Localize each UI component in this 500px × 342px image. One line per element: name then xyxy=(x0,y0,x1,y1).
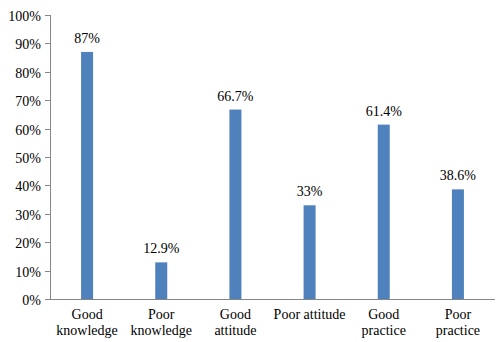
y-tick-label: 50% xyxy=(15,151,41,166)
x-tick-label: Poor attitude xyxy=(274,307,346,322)
x-tick-label-line: Good xyxy=(72,307,103,322)
data-label: 33% xyxy=(297,184,323,199)
y-tick-label: 40% xyxy=(15,179,41,194)
y-tick-label: 70% xyxy=(15,94,41,109)
bars xyxy=(81,52,464,299)
x-tick-label-line: knowledge xyxy=(56,323,117,338)
y-tick xyxy=(45,185,51,186)
x-tick-label-line: practice xyxy=(362,323,406,338)
y-tick xyxy=(45,100,51,101)
bar xyxy=(155,262,167,299)
bar xyxy=(304,205,316,299)
y-tick xyxy=(45,271,51,272)
y-tick xyxy=(45,214,51,215)
y-tick-label: 30% xyxy=(15,208,41,223)
y-tick xyxy=(45,299,51,300)
y-tick-label: 60% xyxy=(15,123,41,138)
x-tick-label: Goodpractice xyxy=(362,307,406,338)
y-tick xyxy=(45,157,51,158)
x-tick-label: Poorpractice xyxy=(436,307,480,338)
y-tick-label: 80% xyxy=(15,66,41,81)
data-label: 12.9% xyxy=(143,241,180,256)
x-tick-label: Goodknowledge xyxy=(56,307,117,338)
y-tick-label: 10% xyxy=(15,265,41,280)
data-label: 87% xyxy=(74,31,100,46)
bar xyxy=(452,189,464,299)
y-tick xyxy=(45,43,51,44)
x-tick-label-line: attitude xyxy=(214,323,256,338)
y-tick-label: 100% xyxy=(8,9,41,24)
chart-container: 0% 10% 20% 30% 40% 50% 60% 70% 80% 90% 100% 87% 12.9… xyxy=(0,0,500,342)
x-tick-label: Poorknowledge xyxy=(131,307,192,338)
data-label: 66.7% xyxy=(217,89,254,104)
y-tick xyxy=(45,72,51,73)
x-tick-label-line: Good xyxy=(368,307,399,322)
y-tick-label: 90% xyxy=(15,37,41,52)
y-tick xyxy=(45,129,51,130)
x-axis xyxy=(50,299,495,300)
bar xyxy=(229,110,241,299)
x-tick-label: Goodattitude xyxy=(214,307,256,338)
bar xyxy=(81,52,93,299)
x-tick-label-line: Poor xyxy=(148,307,175,322)
y-tick-label: 0% xyxy=(22,293,41,308)
chart-svg: 0% 10% 20% 30% 40% 50% 60% 70% 80% 90% 100% 87% 12.9… xyxy=(0,0,500,342)
x-tick-label-line: practice xyxy=(436,323,480,338)
x-tick-label-line: Poor xyxy=(445,307,472,322)
y-tick xyxy=(45,242,51,243)
y-tick-label: 20% xyxy=(15,236,41,251)
bar xyxy=(378,125,390,299)
y-tick xyxy=(45,15,51,16)
x-tick-label-line: Good xyxy=(220,307,251,322)
x-tick-label-line: knowledge xyxy=(131,323,192,338)
data-label: 61.4% xyxy=(366,104,403,119)
data-label: 38.6% xyxy=(440,168,477,183)
